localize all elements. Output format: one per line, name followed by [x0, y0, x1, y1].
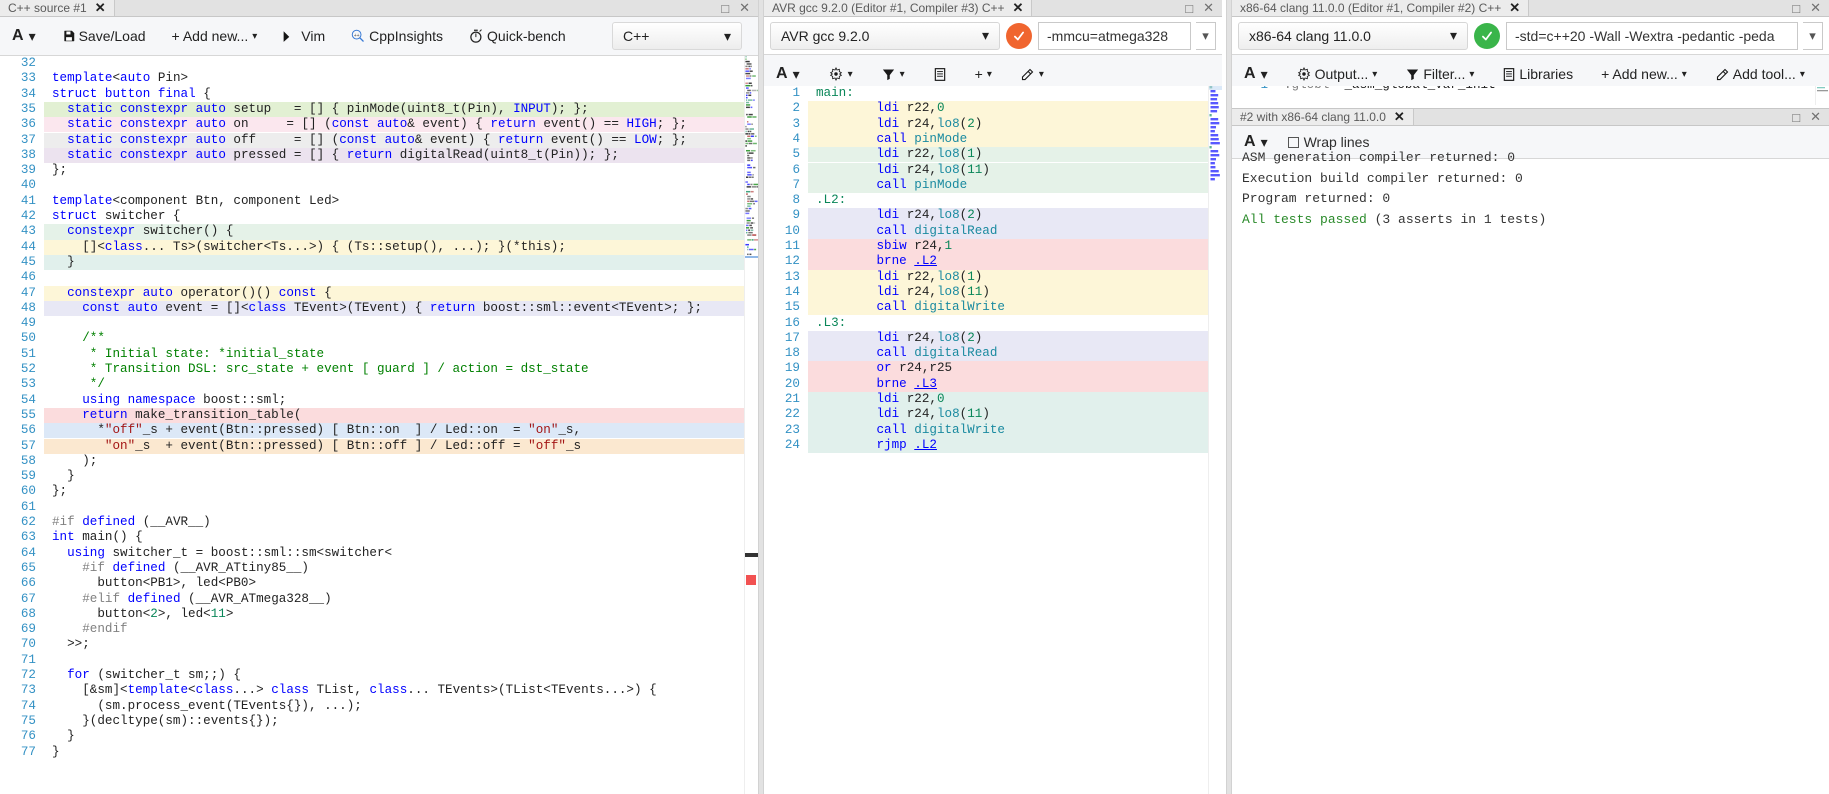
svg-text:++: ++: [354, 32, 360, 38]
